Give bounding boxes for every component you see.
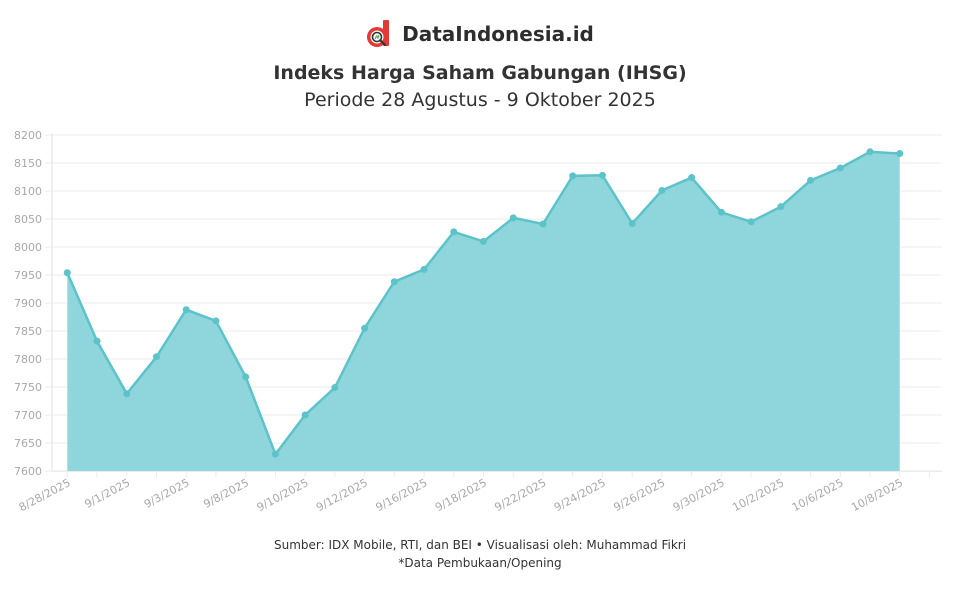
data-point — [598, 171, 606, 179]
data-point — [688, 174, 696, 182]
x-tick-label: 9/10/2025 — [255, 476, 311, 514]
x-tick-label: 10/2/2025 — [730, 476, 786, 514]
data-point — [836, 164, 844, 172]
y-tick-label: 7650 — [14, 437, 42, 450]
y-tick-label: 8100 — [14, 185, 42, 198]
y-tick-label: 7950 — [14, 269, 42, 282]
x-tick-label: 9/24/2025 — [552, 476, 608, 514]
data-point — [717, 208, 725, 216]
y-tick-label: 7750 — [14, 381, 42, 394]
data-point — [658, 186, 666, 194]
data-point — [807, 176, 815, 184]
data-point — [152, 353, 160, 361]
y-tick-label: 8200 — [14, 129, 42, 142]
x-tick-label: 9/8/2025 — [201, 476, 251, 511]
x-tick-label: 9/22/2025 — [492, 476, 548, 514]
y-tick-label: 7900 — [14, 297, 42, 310]
data-point — [271, 450, 279, 458]
data-point — [896, 149, 904, 157]
chart-subtitle: Periode 28 Agustus - 9 Oktober 2025 — [304, 89, 656, 111]
data-point — [390, 278, 398, 286]
area-fill — [67, 151, 900, 472]
x-tick-label: 9/18/2025 — [433, 476, 489, 514]
data-point — [480, 237, 488, 245]
data-point — [123, 390, 131, 398]
x-axis: 8/28/2025 9/1/2025 9/3/2025 9/8/2025 9/10/20… — [17, 471, 942, 514]
x-tick-label: 10/8/2025 — [849, 476, 905, 514]
x-tick-label: 9/12/2025 — [314, 476, 370, 514]
y-tick-label: 7850 — [14, 325, 42, 338]
data-point — [93, 337, 101, 345]
chart-title: Indeks Harga Saham Gabungan (IHSG) — [273, 62, 687, 84]
data-point — [628, 219, 636, 227]
y-tick-label: 7700 — [14, 409, 42, 422]
data-point — [420, 265, 428, 273]
brand-name: DataIndonesia.id — [402, 22, 594, 46]
data-note: *Data Pembukaan/Opening — [398, 556, 562, 570]
data-point — [331, 384, 339, 392]
data-point — [450, 228, 458, 236]
y-tick-label: 8000 — [14, 241, 42, 254]
data-point — [866, 148, 874, 156]
y-tick-label: 8150 — [14, 157, 42, 170]
source-caption: Sumber: IDX Mobile, RTI, dan BEI • Visua… — [273, 538, 687, 552]
data-point — [212, 317, 220, 325]
data-point — [182, 306, 190, 314]
data-point — [539, 220, 547, 228]
x-tick-label: 9/26/2025 — [611, 476, 667, 514]
y-axis: 7600 7650 7700 7750 7800 7850 7900 7950 8000 8050… — [14, 129, 53, 478]
data-point — [509, 214, 517, 222]
x-tick-label: 9/16/2025 — [374, 476, 430, 514]
magnifier-d-logo-icon — [367, 20, 390, 47]
data-point — [242, 373, 250, 381]
x-tick-label: 10/6/2025 — [790, 476, 846, 514]
x-tick-label: 8/28/2025 — [17, 476, 73, 514]
y-tick-label: 8050 — [14, 213, 42, 226]
y-tick-label: 7600 — [14, 465, 42, 478]
data-point — [777, 203, 785, 211]
y-tick-label: 7800 — [14, 353, 42, 366]
data-points — [63, 148, 904, 458]
x-tick-label: 9/30/2025 — [671, 476, 727, 514]
data-point — [63, 269, 71, 277]
data-point — [569, 172, 577, 180]
data-point — [301, 411, 309, 419]
x-tick-label: 9/1/2025 — [82, 476, 132, 511]
brand-header: DataIndonesia.id — [0, 20, 960, 48]
x-tick-label: 9/3/2025 — [142, 476, 192, 511]
data-point — [747, 218, 755, 226]
data-point — [361, 324, 369, 332]
